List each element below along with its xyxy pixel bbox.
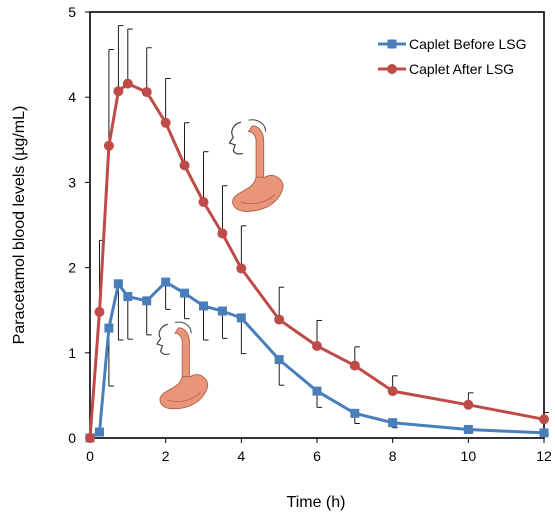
data-point <box>274 355 284 365</box>
illustrations <box>156 119 284 410</box>
data-point <box>236 313 246 323</box>
y-axis-label: Paracetamol blood levels (µg/mL) <box>11 106 28 345</box>
legend-marker <box>387 64 397 74</box>
data-point <box>539 428 549 438</box>
y-tick-label: 2 <box>68 260 76 276</box>
x-tick-label: 4 <box>237 448 245 464</box>
data-point <box>122 78 133 89</box>
stomach-icon <box>232 174 284 212</box>
data-point <box>236 263 247 274</box>
data-point <box>274 314 285 325</box>
series-caplet-before-lsg <box>85 277 549 443</box>
data-point <box>179 160 190 171</box>
series-caplet-after-lsg <box>85 25 549 443</box>
data-point <box>94 427 104 437</box>
data-point <box>312 386 322 396</box>
x-tick-label: 6 <box>313 448 321 464</box>
data-point <box>160 117 171 128</box>
head-outline-icon <box>248 119 267 132</box>
data-point <box>104 323 114 333</box>
data-point <box>113 279 123 289</box>
series-group <box>85 25 549 443</box>
data-point <box>123 292 133 302</box>
stomach-fold-icon <box>167 392 201 402</box>
x-tick-label: 10 <box>461 448 477 464</box>
data-point <box>161 277 171 287</box>
data-point <box>142 296 152 306</box>
data-point <box>217 228 228 239</box>
x-tick-label: 8 <box>389 448 397 464</box>
stomach-fold-icon <box>240 194 276 205</box>
face-profile-icon <box>156 323 170 355</box>
x-tick-label: 12 <box>536 448 552 464</box>
data-point <box>387 386 398 397</box>
data-point <box>388 418 398 428</box>
series-line <box>89 280 545 440</box>
y-tick-label: 1 <box>68 345 76 361</box>
y-tick-label: 0 <box>68 430 76 446</box>
data-point <box>217 306 227 316</box>
head-outline-icon <box>174 321 192 334</box>
legend: Caplet Before LSG Caplet After LSG <box>378 36 527 77</box>
data-point <box>312 340 322 351</box>
esophagus-icon <box>174 327 190 382</box>
stomach-before-lsg-illustration <box>156 321 209 410</box>
data-point <box>141 87 152 98</box>
data-point <box>539 414 549 425</box>
legend-label: Caplet Before LSG <box>409 36 527 52</box>
data-point <box>350 408 360 418</box>
data-point <box>463 399 474 410</box>
data-point <box>113 86 124 97</box>
face-profile-icon <box>228 121 243 155</box>
data-point <box>180 288 190 298</box>
data-point <box>463 424 473 434</box>
data-point <box>103 140 114 151</box>
esophagus-icon <box>247 125 265 183</box>
stomach-icon <box>159 374 209 410</box>
data-point <box>199 301 208 311</box>
data-point <box>198 196 209 207</box>
x-tick-label: 2 <box>162 448 170 464</box>
legend-label: Caplet After LSG <box>409 61 514 77</box>
axes <box>85 11 545 443</box>
data-point <box>349 360 360 371</box>
data-point <box>94 306 105 317</box>
stomach-after-lsg-illustration <box>228 119 284 212</box>
x-axis-label: Time (h) <box>287 494 346 511</box>
legend-marker <box>387 39 397 49</box>
series-line <box>88 82 545 439</box>
y-tick-label: 4 <box>68 89 76 105</box>
y-tick-label: 3 <box>68 174 76 190</box>
data-point <box>85 433 95 443</box>
x-tick-label: 0 <box>86 448 94 464</box>
y-tick-label: 5 <box>68 4 76 20</box>
